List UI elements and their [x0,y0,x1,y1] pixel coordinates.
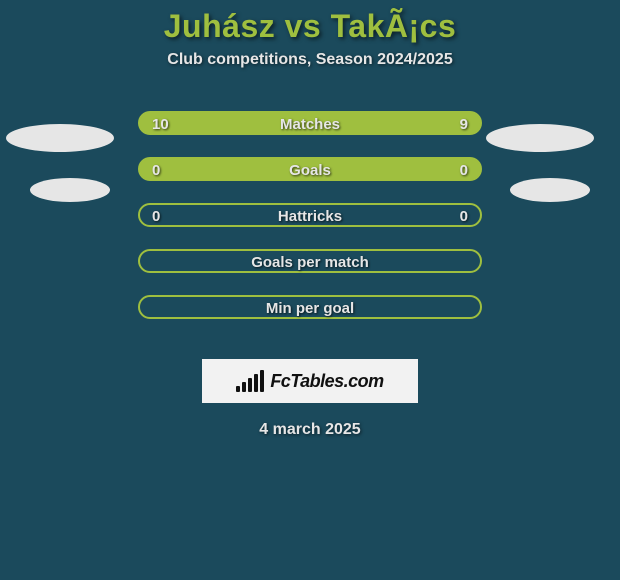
stat-bar: Goals per match [138,249,482,273]
stat-bar: Goals 0 0 [138,157,482,181]
placeholder-oval [30,178,110,202]
stat-label: Hattricks [278,208,342,225]
stat-value-right: 9 [460,113,468,137]
stat-row: Min per goal [0,295,620,341]
stat-value-right: 0 [460,159,468,183]
page-title: Juhász vs TakÃ¡cs [0,8,620,45]
brand-logo-text: FcTables.com [270,371,383,392]
stat-label: Matches [280,116,340,133]
stat-row: Hattricks 0 0 [0,203,620,249]
stat-bar: Hattricks 0 0 [138,203,482,227]
placeholder-oval [486,124,594,152]
page-subtitle: Club competitions, Season 2024/2025 [0,51,620,69]
stat-label: Goals per match [251,254,369,271]
bar-chart-icon [236,370,264,392]
stat-value-left: 10 [152,113,169,137]
stat-value-left: 0 [152,205,160,229]
stat-bar: Min per goal [138,295,482,319]
stat-row: Goals per match [0,249,620,295]
brand-logo[interactable]: FcTables.com [202,359,418,403]
stat-label: Min per goal [266,300,354,317]
stat-value-left: 0 [152,159,160,183]
stat-value-right: 0 [460,205,468,229]
comparison-card: Juhász vs TakÃ¡cs Club competitions, Sea… [0,0,620,580]
footer-date: 4 march 2025 [0,421,620,439]
placeholder-oval [6,124,114,152]
stat-bar: Matches 10 9 [138,111,482,135]
stat-label: Goals [289,162,331,179]
placeholder-oval [510,178,590,202]
